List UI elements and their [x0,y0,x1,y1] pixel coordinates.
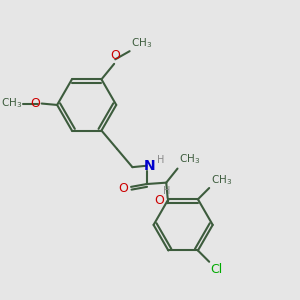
Text: O: O [154,194,164,208]
Text: Cl: Cl [211,263,223,276]
Text: N: N [143,159,155,173]
Text: O: O [30,97,40,110]
Text: O: O [111,50,121,62]
Text: CH$_3$: CH$_3$ [211,173,232,187]
Text: CH$_3$: CH$_3$ [1,97,22,110]
Text: O: O [118,182,128,195]
Text: CH$_3$: CH$_3$ [131,36,152,50]
Text: CH$_3$: CH$_3$ [179,152,200,166]
Text: H: H [157,155,164,165]
Text: H: H [163,185,170,196]
